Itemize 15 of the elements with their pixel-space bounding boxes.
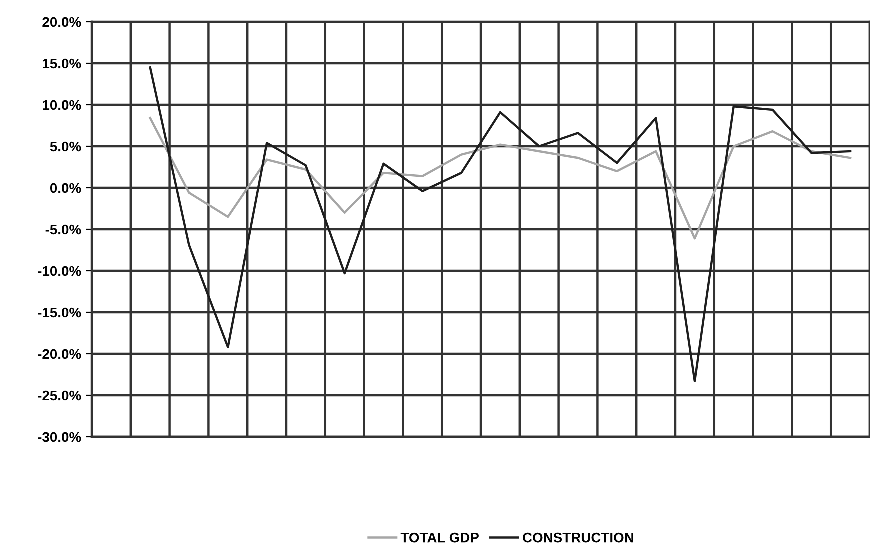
legend-label: TOTAL GDP xyxy=(400,532,479,543)
y-tick-label: -10.0% xyxy=(38,266,82,276)
y-tick-label: 20.0% xyxy=(42,17,82,28)
y-tick-label: 5.0% xyxy=(50,142,82,152)
y-tick-label: -15.0% xyxy=(38,308,82,318)
y-tick-label: -25.0% xyxy=(38,390,82,401)
y-tick-label: -5.0% xyxy=(46,224,82,235)
line-series xyxy=(149,117,852,240)
y-tick-label: -20.0% xyxy=(38,349,82,360)
y-tick-label: 0.0% xyxy=(50,183,82,194)
legend-label: CONSTRUCTION xyxy=(523,532,634,543)
line-series xyxy=(149,66,852,382)
y-tick-label: 10.0% xyxy=(43,100,82,110)
y-tick-label: -30.0% xyxy=(38,432,82,442)
y-tick-label: 15.0% xyxy=(43,58,82,69)
